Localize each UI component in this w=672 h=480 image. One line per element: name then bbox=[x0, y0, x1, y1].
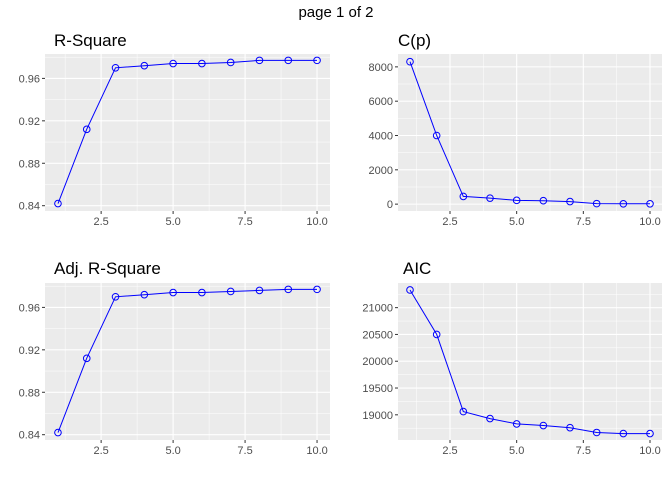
x-tick-label: 7.5 bbox=[576, 445, 591, 457]
data-point bbox=[313, 56, 321, 65]
x-tick-label: 2.5 bbox=[442, 445, 457, 457]
data-point bbox=[539, 196, 548, 205]
data-point bbox=[111, 63, 120, 72]
data-point bbox=[255, 286, 264, 295]
y-tick-label: 0.84 bbox=[19, 201, 40, 213]
data-point bbox=[82, 125, 91, 134]
data-point bbox=[459, 407, 468, 416]
x-tick-label: 10.0 bbox=[306, 445, 327, 457]
x-tick-label: 5.0 bbox=[509, 216, 524, 228]
panel-background bbox=[398, 54, 662, 211]
data-point bbox=[111, 292, 120, 301]
data-point bbox=[646, 429, 654, 438]
x-tick-label: 2.5 bbox=[93, 216, 108, 228]
x-tick-label: 2.5 bbox=[442, 216, 457, 228]
x-tick-label: 10.0 bbox=[306, 216, 327, 228]
data-point bbox=[512, 420, 521, 428]
panel-background bbox=[45, 54, 330, 211]
panel-title: AIC bbox=[403, 259, 431, 278]
x-tick-label: 7.5 bbox=[237, 216, 252, 228]
data-point bbox=[432, 131, 441, 140]
data-point bbox=[226, 58, 235, 67]
y-tick-label: 21000 bbox=[362, 303, 393, 315]
data-point bbox=[432, 330, 441, 339]
data-point bbox=[255, 56, 264, 65]
series-line bbox=[57, 288, 317, 433]
data-point bbox=[566, 423, 574, 432]
data-point bbox=[226, 287, 235, 296]
x-tick-label: 7.5 bbox=[576, 216, 591, 228]
y-tick-label: 19500 bbox=[362, 383, 393, 395]
data-point bbox=[566, 197, 574, 206]
data-point bbox=[198, 288, 206, 297]
data-point bbox=[592, 199, 601, 208]
data-point bbox=[313, 285, 321, 294]
data-point bbox=[406, 57, 414, 66]
data-point bbox=[169, 288, 177, 297]
data-point bbox=[54, 428, 62, 437]
y-tick-label: 6000 bbox=[369, 96, 393, 108]
y-tick-label: 0.84 bbox=[19, 430, 40, 442]
x-tick-label: 2.5 bbox=[93, 445, 108, 457]
y-tick-label: 20500 bbox=[362, 329, 393, 341]
data-point bbox=[646, 199, 654, 208]
y-tick-label: 2000 bbox=[369, 165, 393, 177]
panel-background bbox=[45, 283, 330, 440]
x-tick-label: 7.5 bbox=[237, 445, 252, 457]
data-point bbox=[54, 199, 62, 208]
page-label: page 1 of 2 bbox=[298, 4, 374, 21]
data-point bbox=[284, 285, 293, 294]
x-tick-label: 10.0 bbox=[639, 445, 660, 457]
y-tick-label: 0.92 bbox=[19, 116, 40, 128]
series-line bbox=[57, 59, 317, 204]
panel-title: C(p) bbox=[398, 31, 431, 50]
data-point bbox=[140, 290, 149, 299]
x-tick-label: 5.0 bbox=[165, 445, 180, 457]
data-point bbox=[284, 56, 293, 65]
data-point bbox=[619, 429, 628, 438]
y-tick-label: 20000 bbox=[362, 356, 393, 368]
series-line bbox=[409, 61, 650, 205]
data-point bbox=[486, 414, 494, 423]
y-tick-label: 0.88 bbox=[19, 387, 40, 399]
y-tick-label: 0.96 bbox=[19, 73, 40, 85]
data-point bbox=[406, 286, 414, 294]
data-point bbox=[140, 61, 149, 70]
data-point bbox=[512, 196, 521, 205]
panel-title: R-Square bbox=[54, 31, 127, 50]
data-point bbox=[592, 428, 601, 437]
x-tick-label: 5.0 bbox=[509, 445, 524, 457]
y-tick-label: 4000 bbox=[369, 131, 393, 143]
series-line bbox=[409, 289, 650, 435]
y-tick-label: 0.88 bbox=[19, 158, 40, 170]
data-point bbox=[169, 59, 177, 68]
panel-title: Adj. R-Square bbox=[54, 259, 161, 278]
data-point bbox=[82, 354, 91, 363]
data-point bbox=[459, 192, 468, 201]
data-point bbox=[198, 59, 206, 68]
data-point bbox=[619, 199, 628, 208]
x-tick-label: 10.0 bbox=[639, 216, 660, 228]
y-tick-label: 8000 bbox=[369, 62, 393, 74]
y-tick-label: 19000 bbox=[362, 410, 393, 422]
x-tick-label: 5.0 bbox=[165, 216, 180, 228]
y-tick-label: 0.92 bbox=[19, 345, 40, 357]
y-tick-label: 0.96 bbox=[19, 302, 40, 314]
y-tick-label: 0 bbox=[387, 199, 393, 211]
data-point bbox=[539, 421, 548, 430]
data-point bbox=[486, 194, 494, 202]
